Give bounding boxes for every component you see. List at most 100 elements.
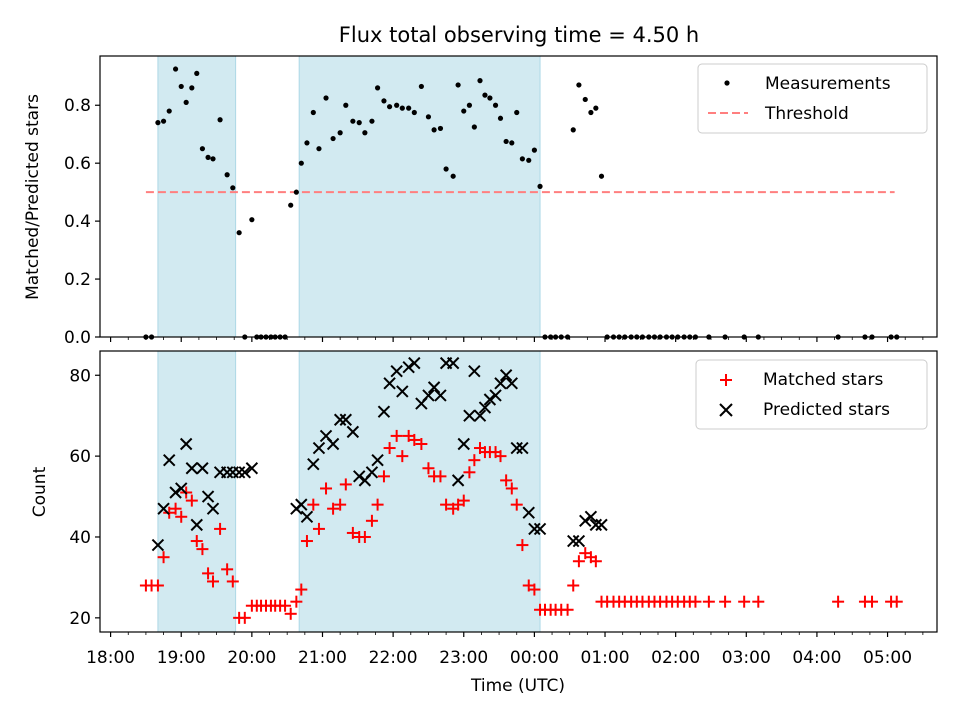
predicted-star-point [295,498,308,511]
predicted-star-point [468,365,481,378]
predicted-star-point [185,462,199,475]
measurement-point [160,118,167,124]
predicted-star-point [377,405,391,418]
x-tick-label: 04:00 [792,648,841,668]
measurement-point [356,120,362,126]
measurement-point [431,127,437,133]
bottom-legend-box [695,359,928,430]
predicted-star-point [427,381,441,394]
measurement-point [166,108,172,114]
measurement-point [210,156,216,162]
matched-star-point [415,437,428,450]
matched-star-point [202,567,215,580]
measurement-point [411,109,417,116]
predicted-star-point [206,502,220,515]
measurement-point [537,183,543,189]
x-tick-label: 05:00 [863,648,912,668]
matched-star-point [279,599,292,612]
predicted-star-point [595,518,608,532]
predicted-star-point [333,413,347,426]
matched-star-point [516,539,529,552]
predicted-star-point [245,462,259,475]
measurement-point [189,85,195,91]
matched-star-point [295,583,308,596]
legend-measurements-marker [724,80,730,86]
y-tick-label: 0.8 [64,96,91,116]
matched-star-point [719,595,732,608]
matched-star-point [383,442,396,455]
bottom-axes-frame [99,350,938,633]
predicted-star-point [312,441,326,455]
measurement-point [155,120,161,126]
measurement-point [443,166,449,172]
measurement-point [593,105,599,111]
y-tick-label: 0.0 [64,328,91,348]
shaded-interval [298,55,541,338]
y-tick-label: 20 [69,609,91,629]
matched-star-point [390,429,403,442]
y-tick-label: 60 [69,447,91,467]
measurement-point [343,102,349,108]
matched-star-point [572,555,585,568]
predicted-star-point [196,462,209,475]
matched-star-point [320,482,333,495]
measurement-point [497,115,504,121]
bottom-legend: Matched stars Predicted stars [695,359,928,430]
measurement-point [519,156,525,162]
matched-star-point [468,454,481,467]
predicted-star-point [510,441,523,455]
predicted-star-point [371,453,384,467]
measurement-point [172,66,179,72]
x-tick-label: 00:00 [510,648,559,668]
top-panel: 0.00.20.40.60.8 Matched/Predicted stars … [23,55,938,348]
predicted-star-point [533,522,547,536]
measurement-point [437,125,444,132]
matched-star-point [169,502,182,515]
matched-star-point [463,466,476,479]
predicted-star-point [190,518,203,532]
measurement-point [183,99,189,105]
measurement-point [310,109,316,116]
measurement-point [374,85,381,91]
predicted-star-point [579,514,592,528]
predicted-star-point [346,425,360,439]
matched-star-point [290,595,303,608]
matched-star-point [226,575,239,588]
predicted-star-point [522,506,535,519]
predicted-star-point [434,389,447,402]
matched-star-point [358,530,371,543]
matched-star-point [494,450,507,463]
measurement-point [381,98,387,104]
predicted-star-point [567,534,580,548]
measurement-point [509,140,515,146]
y-tick-label: 40 [69,528,91,548]
matched-star-point [221,563,234,576]
matched-star-point [334,498,347,511]
x-axis-label: Time (UTC) [470,676,565,696]
predicted-star-point [489,389,502,402]
legend-matched-label: Matched stars [763,370,883,390]
predicted-stars-layer [151,356,608,552]
shaded-interval [157,350,237,633]
matched-star-point [327,502,340,515]
measurement-point [288,202,294,208]
matched-star-point [238,611,251,624]
predicted-star-point [451,474,465,487]
measurement-point [450,173,456,179]
shaded-interval [298,350,541,633]
matched-star-point [567,579,580,592]
measurement-point [337,130,343,136]
matched-star-point [157,551,170,564]
measurement-point [236,230,242,236]
top-x-ticks [109,337,924,342]
measurement-point [399,105,405,111]
measurement-point [369,118,375,124]
measurement-point [471,124,477,130]
y-tick-label: 80 [69,366,91,386]
matched-star-point [561,603,574,616]
measurement-point [570,127,576,133]
matched-star-point [408,433,421,446]
matched-star-point [207,575,220,588]
matched-star-point [307,498,320,511]
